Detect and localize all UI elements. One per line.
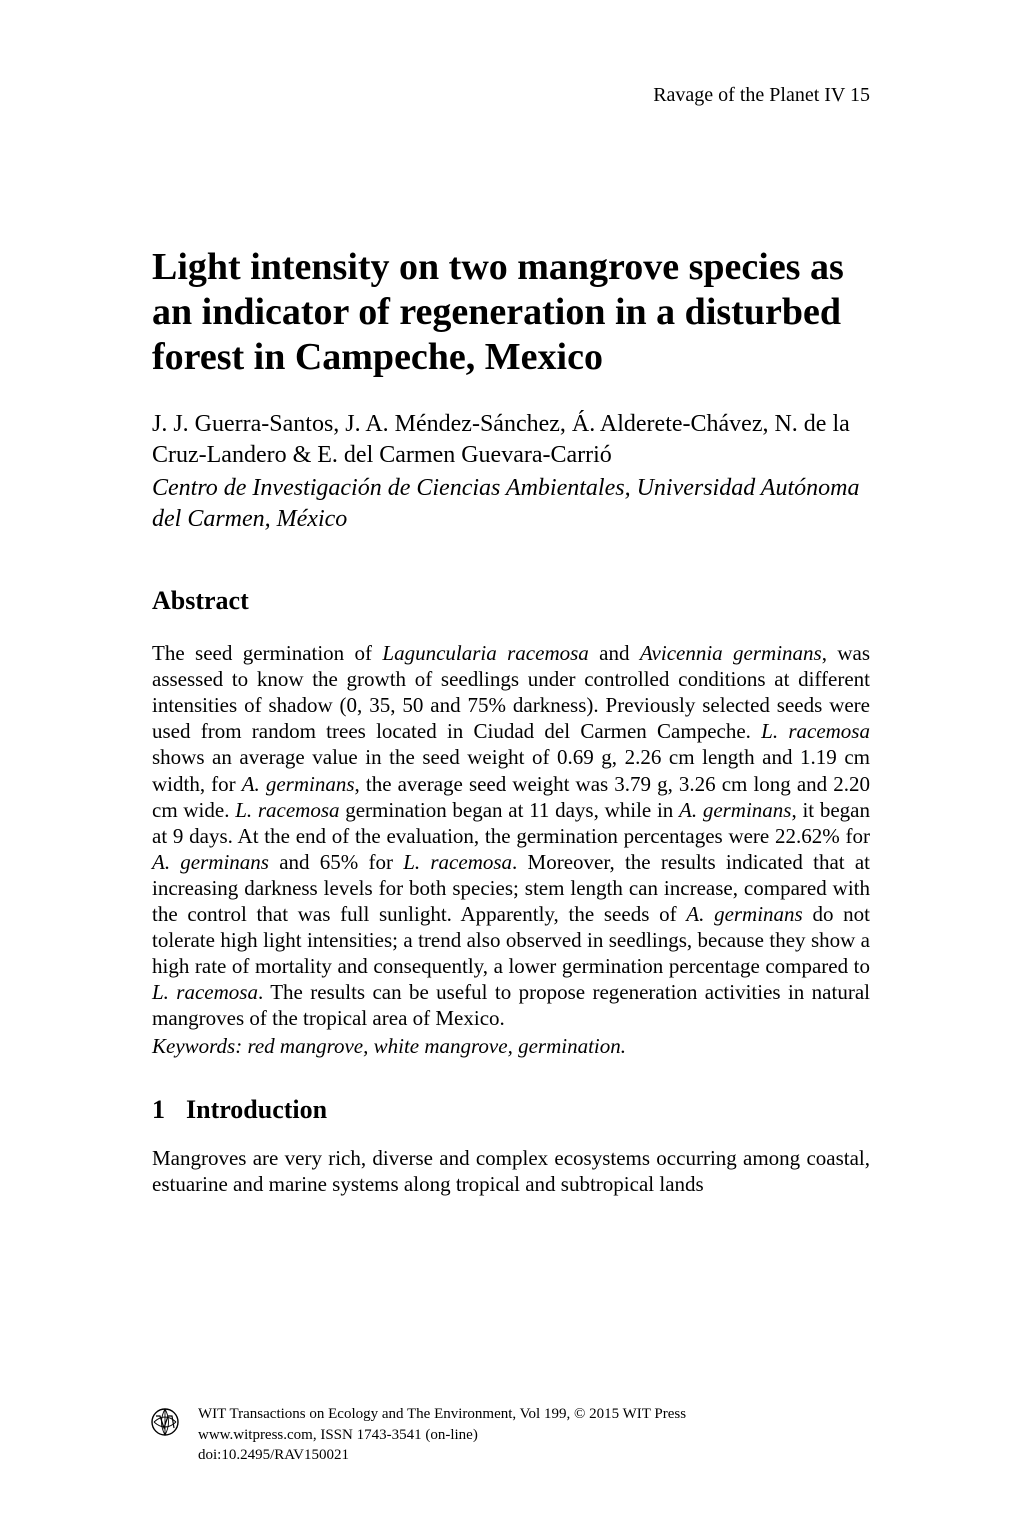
paper-title: Light intensity on two mangrove species … bbox=[152, 245, 870, 379]
content-column: Light intensity on two mangrove species … bbox=[152, 245, 870, 1197]
footer: WIT Transactions on Ecology and The Envi… bbox=[150, 1404, 870, 1465]
affiliation: Centro de Investigación de Ciencias Ambi… bbox=[152, 473, 870, 534]
footer-text: WIT Transactions on Ecology and The Envi… bbox=[198, 1404, 870, 1465]
running-head: Ravage of the Planet IV 15 bbox=[653, 84, 870, 107]
abstract-heading: Abstract bbox=[152, 586, 870, 616]
keywords: Keywords: red mangrove, white mangrove, … bbox=[152, 1033, 870, 1059]
footer-line-2: www.witpress.com, ISSN 1743-3541 (on-lin… bbox=[198, 1425, 870, 1445]
footer-line-3: doi:10.2495/RAV150021 bbox=[198, 1445, 870, 1465]
section-1-title: Introduction bbox=[186, 1095, 327, 1124]
section-1-body: Mangroves are very rich, diverse and com… bbox=[152, 1145, 870, 1197]
footer-line-1: WIT Transactions on Ecology and The Envi… bbox=[198, 1404, 870, 1424]
abstract-body: The seed germination of Laguncularia rac… bbox=[152, 640, 870, 1030]
section-1-heading: 1Introduction bbox=[152, 1095, 870, 1125]
page: Ravage of the Planet IV 15 Light intensi… bbox=[0, 0, 1020, 1529]
wit-press-logo-icon bbox=[150, 1406, 180, 1438]
author-list: J. J. Guerra-Santos, J. A. Méndez-Sánche… bbox=[152, 409, 870, 470]
section-1-number: 1 bbox=[152, 1095, 186, 1125]
